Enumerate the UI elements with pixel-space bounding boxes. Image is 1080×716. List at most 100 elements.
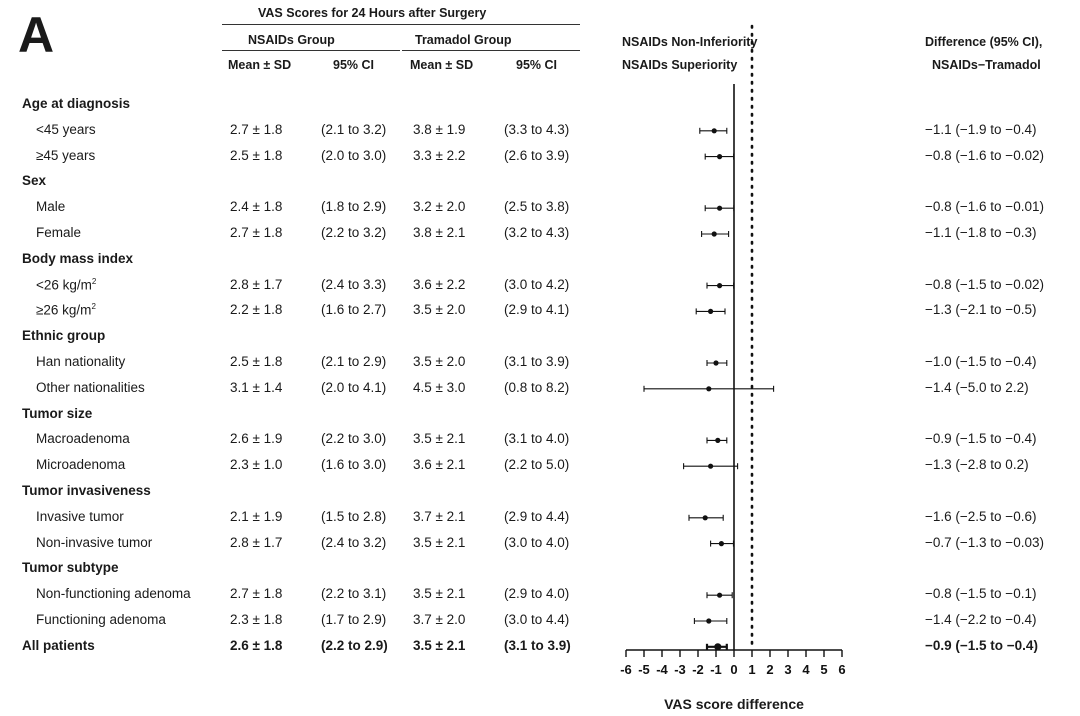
nsaids-mean-sd: 2.7 ± 1.8 (230, 121, 283, 137)
nsaids-mean-sd: 2.3 ± 1.0 (230, 457, 283, 473)
x-tick-label: -2 (692, 662, 704, 677)
tramadol-ci: (2.9 to 4.4) (504, 508, 570, 524)
point-estimate (717, 592, 723, 598)
nsaids-mean-sd: 2.2 ± 1.8 (230, 302, 283, 318)
point-estimate (711, 231, 717, 237)
ci-header-2: 95% CI (516, 58, 557, 72)
point-estimate (706, 386, 712, 392)
difference-value: −0.8 (−1.6 to −0.02) (925, 147, 1044, 163)
difference-value: −0.9 (−1.5 to −0.4) (925, 431, 1037, 447)
row-label: Invasive tumor (36, 508, 124, 524)
difference-header: Difference (95% CI), (925, 35, 1043, 49)
nsaids-ci: (2.0 to 4.1) (321, 379, 387, 395)
tramadol-mean-sd: 4.5 ± 3.0 (413, 379, 466, 395)
nsaids-mean-sd: 3.1 ± 1.4 (230, 379, 283, 395)
point-estimate (714, 643, 722, 651)
panel-label: A (18, 7, 55, 63)
nsaids-ci: (2.2 to 3.1) (321, 586, 387, 602)
nsaids-ci: (1.8 to 2.9) (321, 199, 387, 215)
row-label: ≥45 years (36, 147, 96, 163)
nsaids-group-header: NSAIDs Group (248, 33, 335, 47)
nsaids-mean-sd: 2.8 ± 1.7 (230, 534, 283, 550)
nsaids-mean-sd: 2.7 ± 1.8 (230, 225, 283, 240)
tramadol-mean-sd: 3.2 ± 2.0 (413, 199, 466, 215)
tramadol-ci: (3.0 to 4.4) (504, 612, 570, 627)
tramadol-mean-sd: 3.6 ± 2.2 (413, 276, 466, 292)
unit-superscript: 2 (91, 276, 97, 286)
title-underline (222, 24, 580, 25)
point-estimate (711, 128, 717, 134)
row-label: Male (36, 199, 66, 215)
point-estimate (706, 618, 712, 624)
difference-value: −1.4 (−2.2 to −0.4) (925, 612, 1037, 627)
nsaids-ci: (2.2 to 3.2) (321, 225, 387, 240)
tramadol-mean-sd: 3.8 ± 2.1 (413, 225, 466, 240)
ci-header-1: 95% CI (333, 58, 374, 72)
point-estimate (717, 154, 723, 160)
nsaids-ci: (2.4 to 3.2) (321, 534, 387, 550)
difference-value: −0.7 (−1.3 to −0.03) (925, 534, 1044, 550)
nsaids-mean-sd: 2.5 ± 1.8 (230, 147, 283, 163)
nsaids-mean-sd: 2.3 ± 1.8 (230, 612, 283, 627)
difference-value: −1.3 (−2.1 to −0.5) (925, 302, 1037, 318)
x-tick-label: -5 (638, 662, 650, 677)
x-tick-label: 2 (766, 662, 773, 677)
row-label: Microadenoma (36, 457, 126, 473)
row-label: Han nationality (36, 354, 126, 369)
mean-sd-header-2: Mean ± SD (410, 58, 474, 72)
nsaids-ci: (2.2 to 2.9) (321, 637, 388, 653)
total-row-label: All patients (22, 637, 95, 653)
x-tick-label: -4 (656, 662, 668, 677)
nsaids-ci: (2.1 to 2.9) (321, 354, 387, 369)
x-tick-label: 4 (802, 662, 810, 677)
point-estimate (717, 205, 723, 211)
row-label: <26 kg/m2 (36, 276, 97, 293)
tramadol-mean-sd: 3.8 ± 1.9 (413, 121, 466, 137)
difference-value: −0.8 (−1.5 to −0.1) (925, 586, 1037, 602)
group-header: Tumor size (22, 405, 93, 421)
tramadol-mean-sd: 3.7 ± 2.1 (413, 508, 466, 524)
row-label: Macroadenoma (36, 431, 130, 447)
point-estimate (708, 308, 714, 314)
difference-value: −1.4 (−5.0 to 2.2) (925, 379, 1029, 395)
x-tick-label: 3 (784, 662, 791, 677)
group-header: Body mass index (22, 250, 134, 266)
x-tick-label: 0 (730, 662, 737, 677)
tramadol-mean-sd: 3.5 ± 2.1 (413, 637, 466, 653)
mean-sd-header-1: Mean ± SD (228, 58, 292, 72)
difference-value: −1.6 (−2.5 to −0.6) (925, 508, 1037, 524)
unit-superscript: 2 (91, 302, 96, 312)
tramadol-ci: (3.1 to 4.0) (504, 431, 570, 447)
nsaids-mean-sd: 2.4 ± 1.8 (230, 199, 283, 215)
tramadol-ci: (2.9 to 4.0) (504, 586, 570, 602)
difference-value: −0.8 (−1.5 to −0.02) (925, 276, 1044, 292)
tramadol-underline (402, 50, 580, 51)
row-label: ≥26 kg/m2 (36, 302, 96, 318)
nsaids-ci: (1.7 to 2.9) (321, 612, 387, 627)
group-header: Tumor invasiveness (22, 483, 151, 498)
tramadol-ci: (3.0 to 4.2) (504, 276, 570, 292)
tramadol-group-header: Tramadol Group (415, 33, 512, 47)
row-label: Non-functioning adenoma (36, 586, 191, 602)
point-estimate (717, 283, 723, 289)
group-header: Age at diagnosis (22, 96, 131, 111)
nsaids-underline (222, 50, 400, 51)
tramadol-ci: (2.2 to 5.0) (504, 457, 570, 473)
row-label: Other nationalities (36, 379, 145, 395)
nsaids-mean-sd: 2.1 ± 1.9 (230, 508, 283, 524)
vas-scores-title: VAS Scores for 24 Hours after Surgery (258, 6, 487, 20)
nsaids-ci: (2.0 to 3.0) (321, 147, 387, 163)
nsaids-mean-sd: 2.6 ± 1.9 (230, 431, 283, 447)
x-tick-label: -3 (674, 662, 686, 677)
tramadol-ci: (0.8 to 8.2) (504, 379, 570, 395)
point-estimate (708, 463, 714, 469)
tramadol-ci: (2.6 to 3.9) (504, 147, 570, 163)
tramadol-mean-sd: 3.7 ± 2.0 (413, 612, 466, 627)
tramadol-ci: (3.1 to 3.9) (504, 637, 571, 653)
tramadol-mean-sd: 3.6 ± 2.1 (413, 457, 466, 473)
row-label: Non-invasive tumor (36, 534, 153, 550)
superiority-label: NSAIDs Superiority (622, 58, 738, 72)
nsaids-mean-sd: 2.7 ± 1.8 (230, 586, 283, 602)
x-tick-label: -6 (620, 662, 632, 677)
nsaids-ci: (2.4 to 3.3) (321, 276, 387, 292)
